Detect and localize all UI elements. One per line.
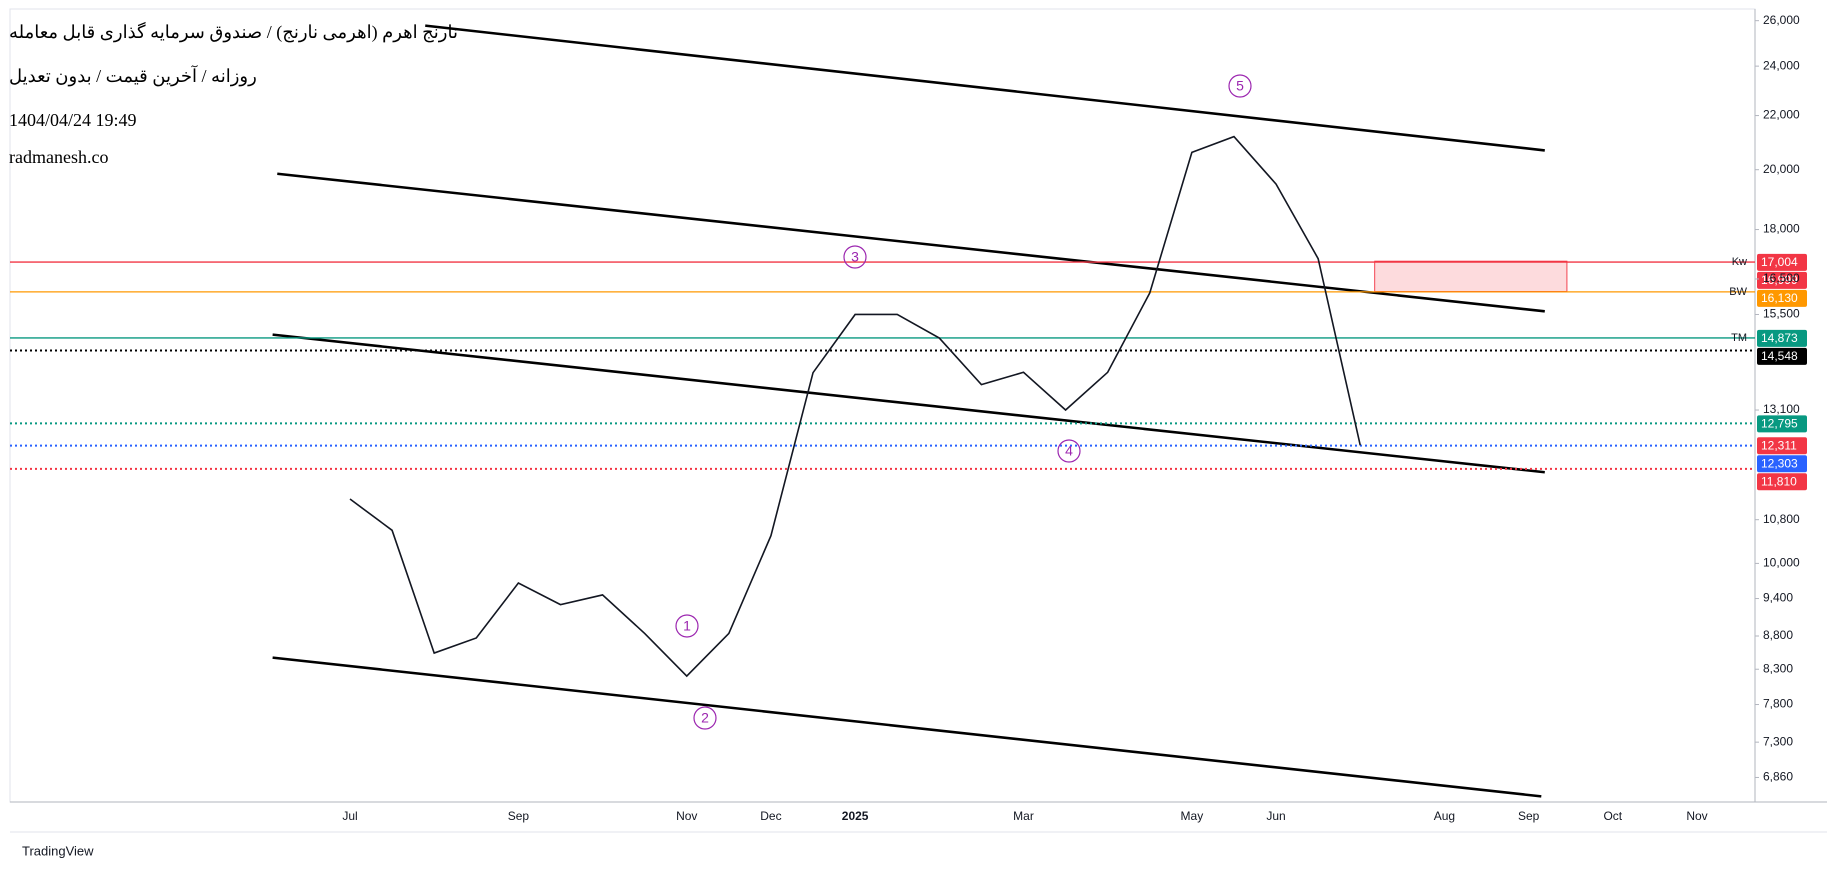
- price-label-box: [1757, 271, 1807, 289]
- y-tick-label: 18,000: [1763, 222, 1800, 236]
- x-tick-label: Sep: [508, 809, 530, 823]
- x-tick-label: Oct: [1603, 809, 1622, 823]
- price-label-box: [1757, 253, 1807, 271]
- y-tick-label: 24,000: [1763, 58, 1800, 72]
- trendline: [277, 172, 1545, 313]
- price-label-box: [1757, 347, 1807, 365]
- y-tick-label: 6,860: [1763, 770, 1793, 784]
- y-tick-label: 15,500: [1763, 307, 1800, 321]
- y-tick-label: 7,800: [1763, 697, 1793, 711]
- header-timestamp: 1404/04/24 19:49: [9, 110, 137, 130]
- y-tick-label: 8,800: [1763, 628, 1793, 642]
- header-watermark: radmanesh.co: [9, 147, 109, 167]
- wave-circle: [843, 245, 867, 269]
- x-tick-label: Nov: [676, 809, 697, 823]
- y-tick-label: 10,800: [1763, 512, 1800, 526]
- price-label: 14,548: [1761, 349, 1798, 363]
- price-label: 11,810: [1761, 474, 1797, 488]
- wave-label: 4: [1065, 443, 1073, 459]
- price-label-box: [1757, 329, 1807, 347]
- price-label: 12,795: [1761, 417, 1798, 431]
- x-tick-label: Mar: [1013, 809, 1034, 823]
- x-tick-label: Jun: [1266, 809, 1285, 823]
- y-tick-label: 10,000: [1763, 556, 1800, 570]
- trendline: [425, 24, 1545, 152]
- y-tick-label: 16,500: [1763, 271, 1800, 285]
- x-tick-label: Jul: [342, 809, 357, 823]
- header-title: نارنج اهرم (اهرمی نارنج) / صندوق سرمایه …: [9, 22, 458, 42]
- y-tick-label: 13,100: [1763, 402, 1800, 416]
- price-label-box: [1757, 437, 1807, 455]
- wave-circle: [693, 706, 717, 730]
- wave-label: 2: [701, 710, 709, 726]
- levels: 17,004 Kw 16,999 BW 16,130 TM 14,873 14,548 12,7…: [10, 253, 1807, 491]
- header-subtitle: روزانه / آخرین قیمت / بدون تعدیل: [9, 66, 257, 86]
- price-label: 14,873: [1761, 331, 1798, 345]
- wave-label: 1: [683, 618, 691, 634]
- trendline: [272, 333, 1545, 474]
- price-label-box: [1757, 415, 1807, 433]
- y-tick-label: 8,300: [1763, 661, 1793, 675]
- y-tick-label: 22,000: [1763, 108, 1800, 122]
- trendline: [272, 656, 1542, 798]
- price-label-box: [1757, 473, 1807, 491]
- wave-circle: [675, 614, 699, 638]
- level-tag: BW: [1729, 286, 1747, 298]
- price-label: 16,130: [1761, 291, 1798, 305]
- price-label-box: [1757, 455, 1807, 473]
- price-line: [349, 135, 1362, 678]
- level-tag: TM: [1731, 332, 1747, 344]
- x-tick-label: Dec: [760, 809, 781, 823]
- price-label: 16,999: [1761, 273, 1798, 287]
- x-tick-label: Sep: [1518, 809, 1540, 823]
- wave-label: 5: [1236, 78, 1244, 94]
- plot-frame: [9, 8, 1756, 803]
- x-tick-label: May: [1181, 809, 1204, 823]
- price-label: 12,311: [1761, 438, 1797, 452]
- price-label-box: [1757, 289, 1807, 307]
- drawings: [272, 24, 1568, 798]
- y-tick-label: 20,000: [1763, 162, 1800, 176]
- y-tick-label: 7,300: [1763, 734, 1793, 748]
- x-tick-label: Aug: [1434, 809, 1455, 823]
- plot: 1 2 3 4 5: [349, 74, 1362, 730]
- price-label: 12,303: [1761, 456, 1798, 470]
- y-tick-label: 26,000: [1763, 13, 1800, 27]
- zone-box: [1374, 260, 1568, 292]
- level-tag: Kw: [1732, 256, 1747, 268]
- x-tick-label: 2025: [842, 809, 869, 823]
- x-tick-label: Nov: [1686, 809, 1707, 823]
- wave-label: 3: [851, 249, 859, 265]
- footer-brand: TradingView: [22, 843, 94, 858]
- wave-circle: [1057, 439, 1081, 463]
- price-label: 17,004: [1761, 255, 1798, 269]
- wave-circle: [1228, 74, 1252, 98]
- y-tick-label: 9,400: [1763, 591, 1793, 605]
